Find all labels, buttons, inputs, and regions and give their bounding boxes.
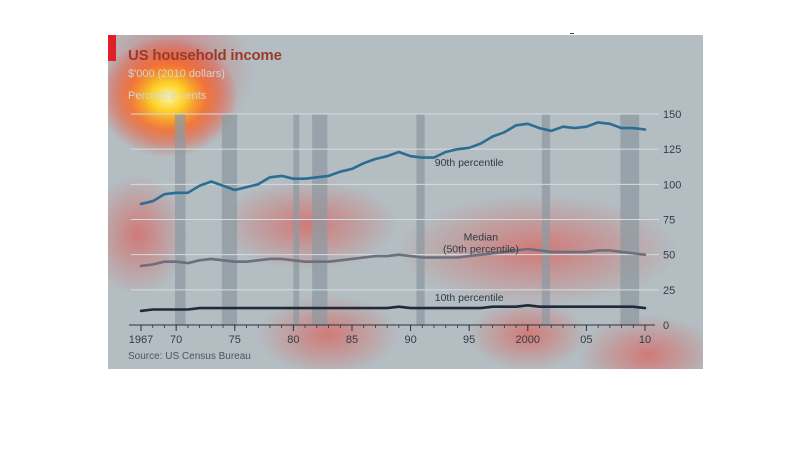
chart-title: US household income [128, 47, 282, 64]
series-label-1: Median [464, 232, 499, 244]
x-tick-label-2005: 05 [580, 334, 592, 346]
x-tick-label-1967: 1967 [129, 334, 153, 346]
x-tick-label-1995: 95 [463, 334, 475, 346]
x-tick-label-1970: 70 [170, 334, 182, 346]
chart-source: Source: US Census Bureau [128, 351, 251, 362]
series-line-1 [139, 247, 647, 268]
series-line-2 [139, 303, 647, 313]
y-tick-label-50: 50 [663, 250, 675, 262]
stray-mark [570, 33, 574, 34]
y-tick-label-125: 125 [663, 144, 681, 156]
x-tick-label-1985: 85 [346, 334, 358, 346]
series-label-2: 10th percentile [435, 292, 504, 304]
y-tick-label-100: 100 [663, 179, 681, 191]
x-tick-label-1990: 90 [404, 334, 416, 346]
chart-panel: 0 25 50 75 100 125 150 1967 70 75 80 85 90 95 2000 05 10… [108, 35, 703, 369]
series-label-1-line2: (50th percentile) [443, 244, 519, 256]
chart-subtitle: $'000 (2010 dollars) [128, 68, 225, 80]
y-tick-label-0: 0 [663, 320, 669, 332]
chart-subtitle-2: Percentile cents [128, 90, 207, 102]
accent-bar [108, 35, 116, 61]
series-line-0 [139, 121, 647, 206]
y-tick-label-25: 25 [663, 285, 675, 297]
x-tick-label-1975: 75 [229, 334, 241, 346]
x-tick-label-2000: 2000 [516, 334, 540, 346]
x-tick-label-2010: 10 [639, 334, 651, 346]
line-chart: 0 25 50 75 100 125 150 1967 70 75 80 85 90 95 2000 05 10… [129, 109, 682, 346]
series-label-0: 90th percentile [435, 157, 504, 169]
x-tick-label-1980: 80 [287, 334, 299, 346]
y-tick-label-150: 150 [663, 109, 681, 121]
y-tick-label-75: 75 [663, 215, 675, 227]
